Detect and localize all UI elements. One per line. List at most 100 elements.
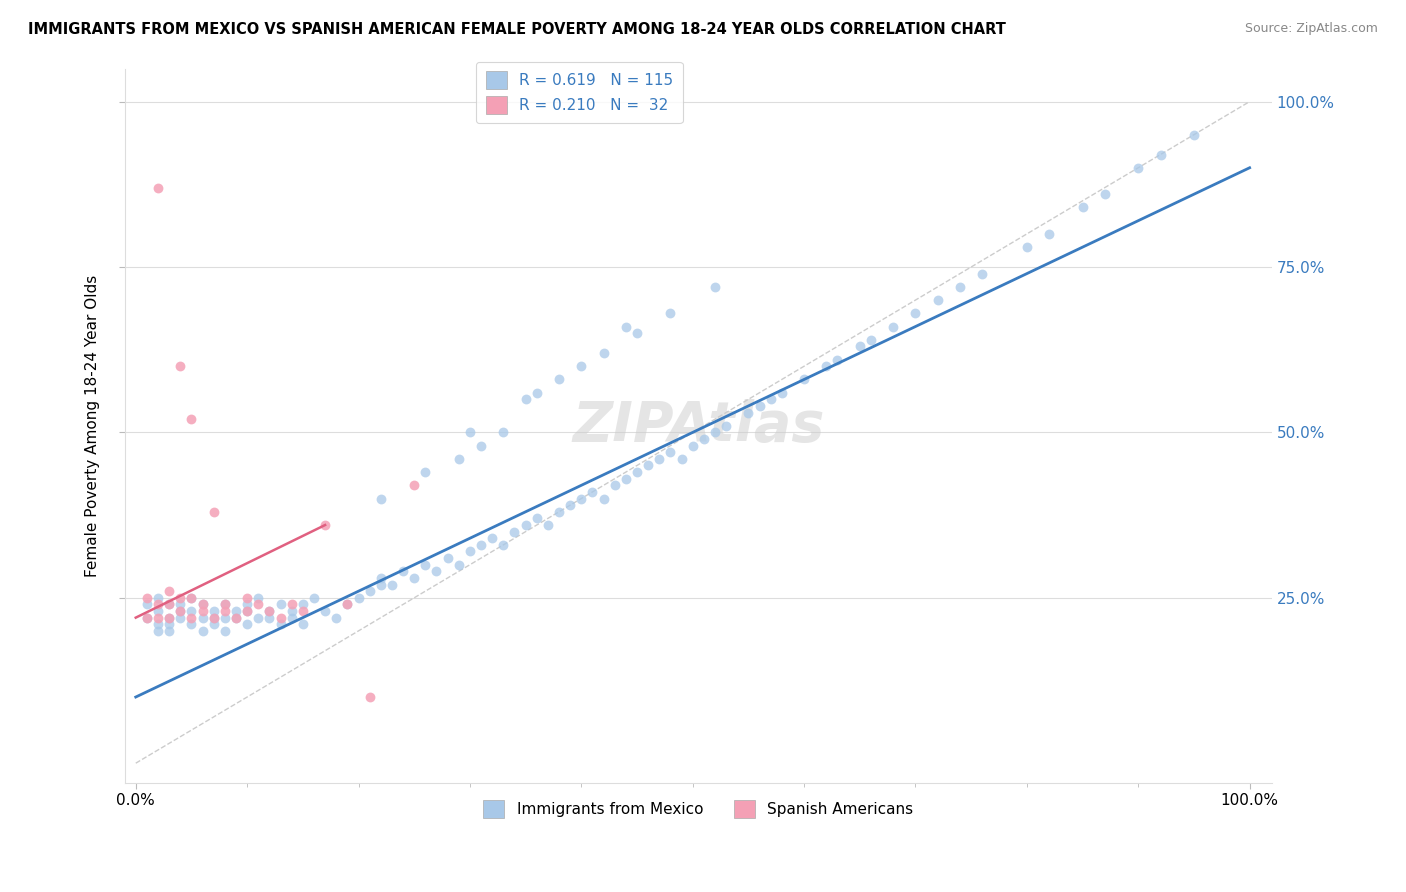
Point [882, 319, 904, 334]
Point [581, 485, 603, 500]
Point [1094, 187, 1116, 202]
Point [470, 439, 492, 453]
Point [592, 491, 614, 506]
Point [191, 598, 214, 612]
Text: IMMIGRANTS FROM MEXICO VS SPANISH AMERICAN FEMALE POVERTY AMONG 18-24 YEAR OLDS : IMMIGRANTS FROM MEXICO VS SPANISH AMERIC… [28, 22, 1007, 37]
Point [404, 478, 426, 492]
Point [202, 617, 225, 632]
Point [270, 610, 292, 624]
Point [560, 498, 582, 512]
Point [548, 505, 571, 519]
Text: ZIPAtlas: ZIPAtlas [572, 399, 824, 453]
Legend: Immigrants from Mexico, Spanish Americans: Immigrants from Mexico, Spanish American… [475, 792, 921, 825]
Point [659, 445, 682, 459]
Point [470, 538, 492, 552]
Point [648, 451, 671, 466]
Point [569, 359, 592, 374]
Point [793, 372, 815, 386]
Point [737, 405, 759, 419]
Point [202, 610, 225, 624]
Point [336, 598, 359, 612]
Point [827, 352, 849, 367]
Point [146, 598, 169, 612]
Point [236, 617, 259, 632]
Point [537, 518, 560, 533]
Point [314, 604, 336, 618]
Point [704, 425, 727, 440]
Point [214, 598, 236, 612]
Point [157, 610, 180, 624]
Point [336, 598, 359, 612]
Point [180, 604, 202, 618]
Point [592, 346, 614, 360]
Point [425, 565, 447, 579]
Point [191, 610, 214, 624]
Point [927, 293, 949, 307]
Point [236, 604, 259, 618]
Point [381, 577, 404, 591]
Point [492, 425, 515, 440]
Point [259, 604, 281, 618]
Point [236, 598, 259, 612]
Point [704, 280, 727, 294]
Point [748, 399, 770, 413]
Point [180, 610, 202, 624]
Point [180, 591, 202, 605]
Point [370, 491, 392, 506]
Point [247, 598, 270, 612]
Point [135, 591, 157, 605]
Point [714, 418, 737, 433]
Point [180, 412, 202, 426]
Point [682, 439, 704, 453]
Point [515, 392, 537, 407]
Point [359, 690, 381, 704]
Point [146, 624, 169, 638]
Point [603, 478, 626, 492]
Point [415, 558, 437, 572]
Point [146, 610, 169, 624]
Point [169, 604, 191, 618]
Point [404, 571, 426, 585]
Point [191, 624, 214, 638]
Point [169, 359, 191, 374]
Point [259, 610, 281, 624]
Point [280, 610, 302, 624]
Point [1071, 201, 1094, 215]
Point [949, 280, 972, 294]
Point [436, 551, 458, 566]
Point [280, 598, 302, 612]
Point [569, 491, 592, 506]
Point [225, 610, 247, 624]
Point [359, 584, 381, 599]
Point [1038, 227, 1060, 241]
Point [370, 571, 392, 585]
Point [146, 591, 169, 605]
Point [225, 604, 247, 618]
Point [415, 465, 437, 479]
Point [202, 604, 225, 618]
Point [526, 385, 548, 400]
Point [157, 617, 180, 632]
Point [693, 432, 716, 446]
Point [302, 591, 325, 605]
Point [146, 180, 169, 194]
Point [157, 584, 180, 599]
Point [314, 518, 336, 533]
Point [169, 591, 191, 605]
Point [157, 598, 180, 612]
Point [169, 604, 191, 618]
Point [225, 610, 247, 624]
Point [236, 591, 259, 605]
Point [447, 451, 470, 466]
Point [458, 425, 481, 440]
Point [526, 511, 548, 525]
Point [1015, 240, 1038, 254]
Point [671, 451, 693, 466]
Point [191, 598, 214, 612]
Point [214, 598, 236, 612]
Point [626, 465, 648, 479]
Point [904, 306, 927, 320]
Point [972, 267, 994, 281]
Point [347, 591, 370, 605]
Point [135, 610, 157, 624]
